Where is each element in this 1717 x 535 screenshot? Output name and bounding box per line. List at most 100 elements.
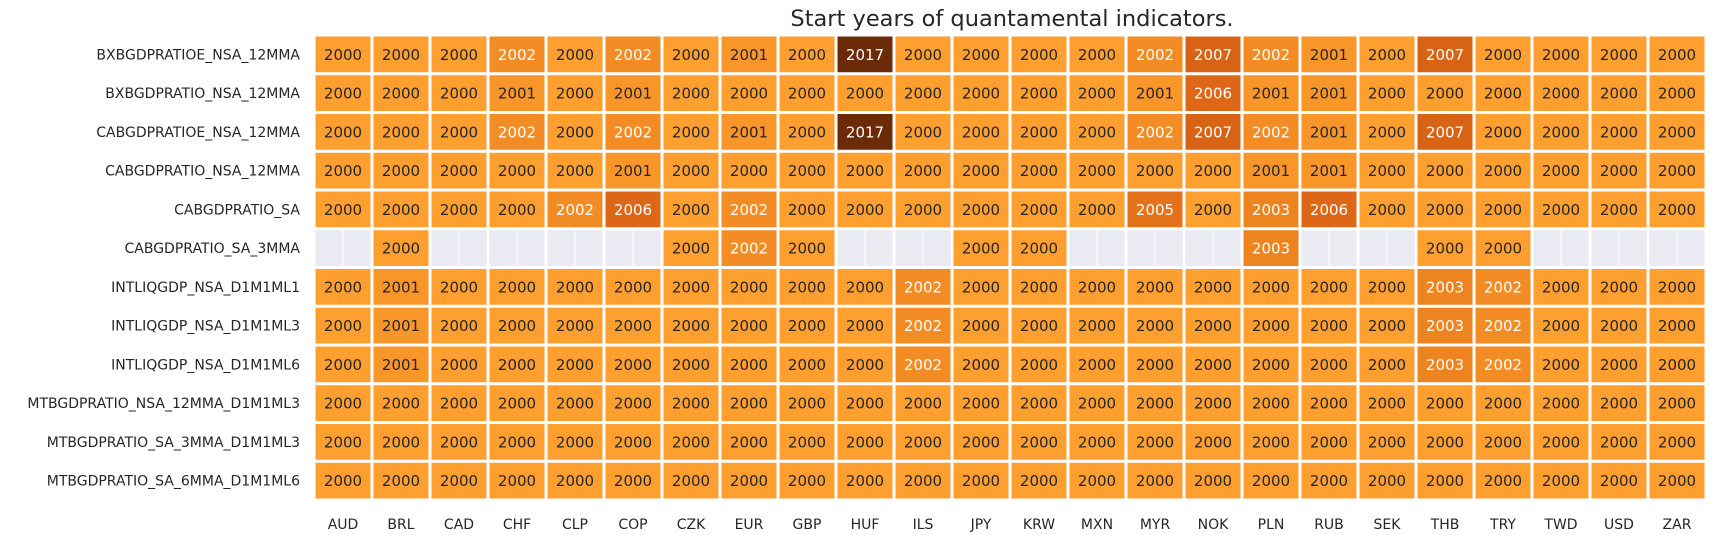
cell-label: 2000 — [614, 278, 652, 296]
cell-rect — [953, 75, 1009, 111]
cell-label: 2000 — [1542, 356, 1580, 374]
heatmap-cell: 2000 — [1591, 36, 1647, 73]
cell-rect — [1591, 424, 1647, 460]
cell-label: 2000 — [1020, 472, 1058, 490]
cell-rect — [315, 75, 371, 111]
cell-rect — [1649, 385, 1705, 421]
cell-label: 2000 — [382, 46, 420, 64]
cell-label: 2001 — [1310, 123, 1348, 141]
cell-label: 2000 — [324, 278, 362, 296]
heatmap-cell — [547, 230, 603, 266]
cell-label: 2000 — [1426, 201, 1464, 219]
column-label: BRL — [387, 517, 414, 533]
cell-rect — [837, 152, 893, 189]
heatmap-cell: 2000 — [779, 307, 835, 344]
heatmap-cell: 2000 — [373, 230, 429, 266]
heatmap-cell: 2000 — [721, 385, 777, 421]
column-label: COP — [618, 517, 647, 533]
heatmap-cell: 2000 — [1359, 36, 1415, 73]
cell-rect — [1649, 346, 1705, 383]
cell-label: 2000 — [788, 162, 826, 180]
heatmap-cell: 2000 — [1359, 307, 1415, 344]
cell-label: 2000 — [1078, 472, 1116, 490]
cell-rect — [1243, 230, 1299, 266]
cell-rect — [1475, 75, 1531, 111]
cell-label: 2000 — [1600, 356, 1638, 374]
cell-label: 2000 — [1194, 162, 1232, 180]
heatmap-cell: 2000 — [373, 152, 429, 189]
cell-label: 2000 — [440, 46, 478, 64]
cell-label: 2000 — [1368, 356, 1406, 374]
heatmap-cell: 2000 — [1533, 462, 1589, 499]
heatmap-cell: 2000 — [1011, 346, 1067, 383]
cell-rect — [1417, 462, 1473, 499]
cell-label: 2007 — [1194, 46, 1232, 64]
cell-rect — [1359, 36, 1415, 73]
cell-rect — [1475, 462, 1531, 499]
cell-label: 2000 — [1484, 162, 1522, 180]
cell-rect — [1649, 36, 1705, 73]
cell-rect — [1127, 385, 1183, 421]
heatmap-cell: 2000 — [779, 152, 835, 189]
cell-label: 2000 — [846, 317, 884, 335]
cell-label: 2000 — [1136, 356, 1174, 374]
row-label: CABGDPRATIOE_NSA_12MMA — [96, 125, 300, 141]
cell-rect — [1475, 230, 1531, 266]
cell-label: 2001 — [1252, 162, 1290, 180]
heatmap-cell: 2000 — [837, 191, 893, 228]
heatmap-cell: 2000 — [1533, 152, 1589, 189]
cell-label: 2000 — [1658, 162, 1696, 180]
cell-label: 2000 — [382, 240, 420, 258]
cell-label: 2000 — [1078, 356, 1116, 374]
cell-label: 2000 — [1658, 85, 1696, 103]
cell-rect — [1359, 462, 1415, 499]
cell-label: 2000 — [788, 123, 826, 141]
heatmap-cell — [489, 230, 545, 266]
cell-label: 2001 — [730, 123, 768, 141]
cell-rect — [1127, 36, 1183, 73]
cell-rect — [315, 36, 371, 73]
cell-rect — [953, 36, 1009, 73]
heatmap-cell: 2003 — [1243, 191, 1299, 228]
heatmap-cell: 2000 — [779, 36, 835, 73]
cell-rect — [1301, 385, 1357, 421]
column-label: AUD — [328, 517, 359, 533]
heatmap-cell: 2000 — [1069, 191, 1125, 228]
heatmap-cell: 2000 — [1127, 307, 1183, 344]
cell-rect — [1591, 114, 1647, 150]
cell-rect — [1591, 152, 1647, 189]
cell-label: 2006 — [614, 201, 652, 219]
cell-label: 2000 — [788, 46, 826, 64]
cell-label: 2000 — [846, 395, 884, 413]
heatmap-cell: 2000 — [547, 75, 603, 111]
chart-title: Start years of quantamental indicators. — [790, 6, 1234, 32]
heatmap-cell — [1533, 230, 1589, 266]
heatmap-cell: 2001 — [1127, 75, 1183, 111]
heatmap-cell: 2000 — [1243, 307, 1299, 344]
cell-label: 2000 — [846, 201, 884, 219]
heatmap-cell: 2002 — [605, 114, 661, 150]
cell-rect — [1533, 346, 1589, 383]
heatmap-cell: 2000 — [721, 462, 777, 499]
cell-label: 2000 — [1600, 433, 1638, 451]
heatmap-cell: 2006 — [605, 191, 661, 228]
cell-label: 2000 — [440, 85, 478, 103]
cell-rect — [1011, 191, 1067, 228]
cell-label: 2000 — [1252, 317, 1290, 335]
heatmap-cell: 2000 — [663, 462, 719, 499]
cell-label: 2000 — [1600, 123, 1638, 141]
cell-rect — [1417, 36, 1473, 73]
cell-rect — [779, 269, 835, 305]
heatmap-cell: 2000 — [1011, 152, 1067, 189]
cell-label: 2000 — [614, 395, 652, 413]
column-label: TWD — [1543, 517, 1577, 533]
cell-label: 2000 — [904, 162, 942, 180]
heatmap-cell: 2000 — [953, 75, 1009, 111]
cell-rect — [431, 75, 487, 111]
heatmap-cell: 2000 — [1533, 346, 1589, 383]
cell-label: 2000 — [962, 46, 1000, 64]
heatmap-cell: 2000 — [1591, 191, 1647, 228]
row-label: CABGDPRATIO_SA_3MMA — [125, 241, 301, 257]
heatmap-cell: 2000 — [489, 307, 545, 344]
heatmap-cell: 2017 — [837, 114, 893, 150]
